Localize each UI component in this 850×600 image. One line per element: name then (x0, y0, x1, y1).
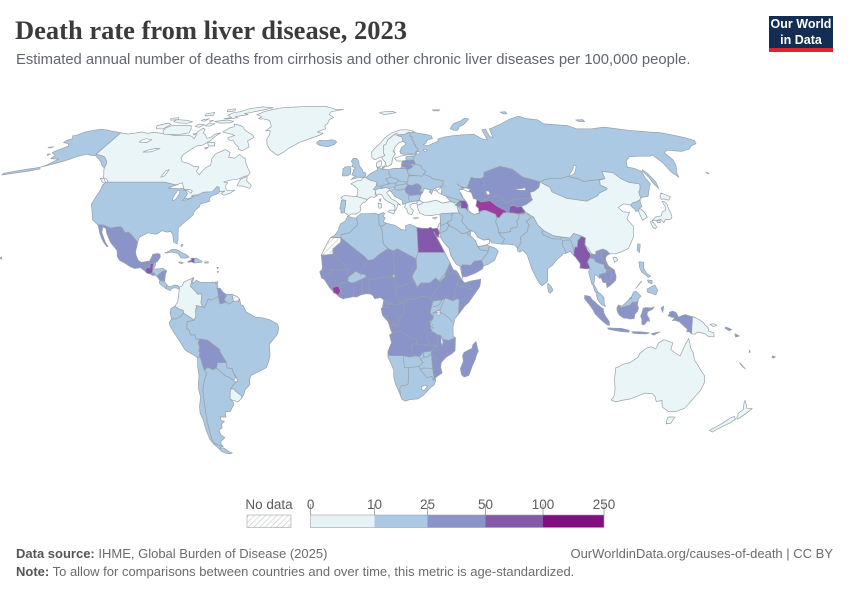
svg-text:No data: No data (245, 497, 293, 512)
svg-text:10: 10 (367, 497, 382, 512)
svg-text:100: 100 (532, 497, 555, 512)
svg-text:0: 0 (307, 497, 315, 512)
svg-text:25: 25 (420, 497, 435, 512)
svg-text:50: 50 (478, 497, 493, 512)
svg-text:250: 250 (593, 497, 616, 512)
